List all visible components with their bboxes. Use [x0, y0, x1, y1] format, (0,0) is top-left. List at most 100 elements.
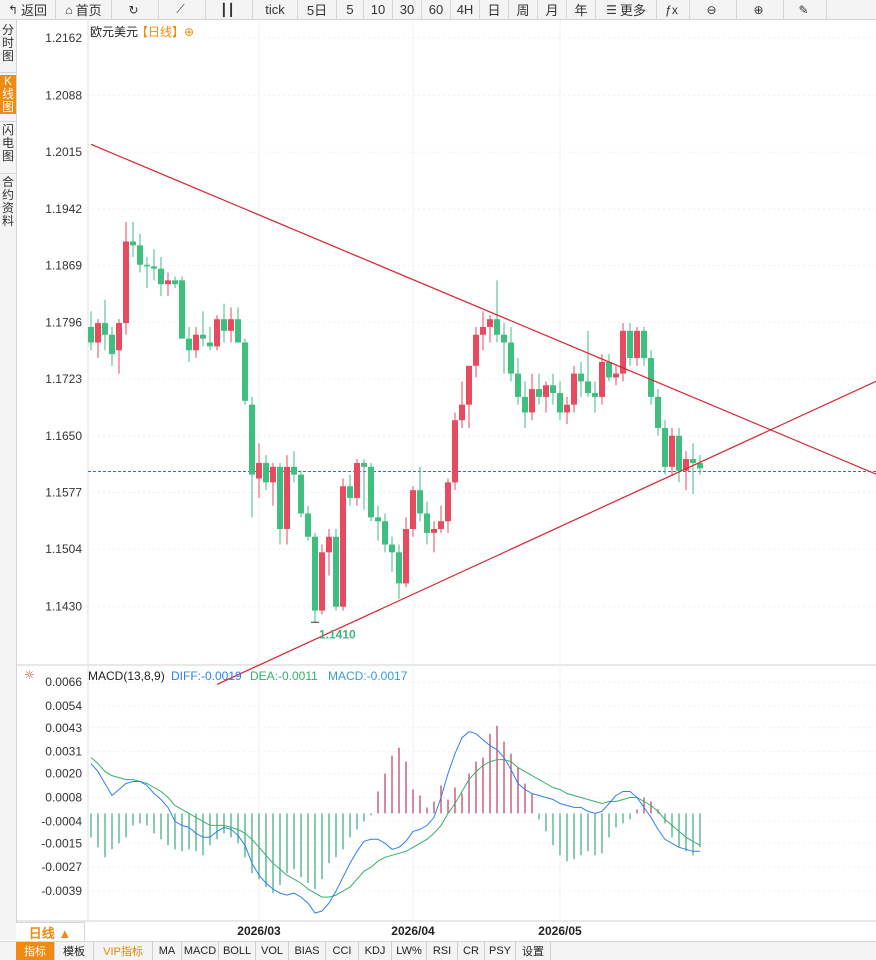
- candle-body: [424, 513, 430, 533]
- candle-body: [326, 536, 332, 553]
- indicator-tab-1[interactable]: 模板: [55, 942, 94, 960]
- indicator-tab-2[interactable]: VIP指标: [94, 942, 153, 960]
- candle-body: [417, 490, 423, 514]
- indicator-tab-13[interactable]: PSY: [485, 942, 516, 960]
- candle-body: [305, 513, 311, 537]
- function-icon: ƒx: [665, 2, 678, 17]
- candle-body: [445, 482, 451, 522]
- candle-body: [102, 323, 108, 335]
- toolbar-label: 月: [545, 3, 559, 18]
- dea-line: [90, 757, 701, 898]
- macd-tick-label: -0.0004: [41, 814, 82, 828]
- period-select-button[interactable]: 日线 ▲: [16, 922, 85, 942]
- toolbar-button-0[interactable]: ↰ 返回: [0, 0, 56, 19]
- indicator-tab-10[interactable]: LW%: [392, 942, 427, 960]
- candle-body: [578, 373, 584, 382]
- zoom-in-icon: ⊕: [753, 2, 764, 17]
- toolbar-label: 5: [346, 2, 354, 17]
- toolbar-button-1[interactable]: ⌂ 首页: [56, 0, 112, 19]
- indicator-tab-8[interactable]: CCI: [326, 942, 359, 960]
- toolbar-button-13[interactable]: 周: [509, 0, 538, 19]
- toolbar-button-7[interactable]: 5: [337, 0, 364, 19]
- refresh-button[interactable]: ↻: [112, 0, 159, 19]
- candle-body: [634, 330, 640, 359]
- indicator-tab-3[interactable]: MA: [153, 942, 182, 960]
- toolbar-button-5[interactable]: tick: [253, 0, 298, 19]
- candle-body: [193, 334, 199, 351]
- price-tick-label: 1.2015: [45, 145, 82, 159]
- sidebar-divider: [0, 72, 16, 73]
- indicator-tab-12[interactable]: CR: [458, 942, 485, 960]
- indicator-tab-4[interactable]: MACD: [182, 942, 219, 960]
- sidebar-tab-2[interactable]: 闪电图: [1, 123, 14, 163]
- indicator-tab-7[interactable]: BIAS: [289, 942, 326, 960]
- candle-body: [564, 404, 570, 413]
- toolbar-button-9[interactable]: 30: [393, 0, 422, 19]
- toolbar-button-16[interactable]: ☰ 更多: [596, 0, 657, 19]
- indicator-tab-11[interactable]: RSI: [427, 942, 458, 960]
- toolbar-button-11[interactable]: 4H: [451, 0, 480, 19]
- price-tick-label: 1.1723: [45, 372, 82, 386]
- price-tick-label: 1.1504: [45, 542, 82, 556]
- toolbar-label: 更多: [619, 3, 646, 18]
- zoom-out-button[interactable]: ⊖: [690, 0, 737, 19]
- draw-pen-icon: ✎: [798, 2, 809, 17]
- toolbar-label: 首页: [75, 3, 102, 18]
- line-chart-button[interactable]: ⟋: [159, 0, 206, 19]
- time-axis-label: 2026/04: [391, 924, 435, 938]
- indicator-tab-6[interactable]: VOL: [256, 942, 289, 960]
- sidebar-divider: [0, 173, 16, 174]
- period-tag: 【日线】: [136, 25, 184, 39]
- candle-body: [88, 326, 94, 343]
- toolbar-button-14[interactable]: 月: [538, 0, 567, 19]
- draw-pen-button[interactable]: ✎: [784, 0, 827, 19]
- sidebar-divider: [0, 121, 16, 122]
- price-tick-label: 1.1577: [45, 485, 82, 499]
- sidebar-tab-3[interactable]: 合约资料: [1, 175, 14, 228]
- candle-body: [249, 404, 255, 475]
- candle-body: [270, 466, 276, 483]
- candle-body: [550, 385, 556, 394]
- candle-body: [214, 319, 220, 347]
- sidebar-tab-0[interactable]: 分时图: [1, 23, 14, 63]
- macd-tick-label: 0.0043: [45, 721, 82, 735]
- macd-title: MACD(13,8,9): [88, 669, 165, 683]
- sidebar-tab-1[interactable]: K线图: [0, 74, 16, 114]
- toolbar-button-15[interactable]: 年: [567, 0, 596, 19]
- toolbar-button-6[interactable]: 5日: [298, 0, 337, 19]
- diff-line: [90, 731, 700, 914]
- candle-body: [452, 420, 458, 483]
- macd-tick-label: 0.0054: [45, 699, 82, 713]
- toolbar-button-12[interactable]: 日: [480, 0, 509, 19]
- candle-body: [403, 529, 409, 584]
- indicator-tab-14[interactable]: 设置: [516, 942, 551, 960]
- price-tick-label: 1.1869: [45, 259, 82, 273]
- candle-body: [179, 280, 185, 339]
- function-button[interactable]: ƒx: [657, 0, 690, 19]
- indicator-tab-5[interactable]: BOLL: [219, 942, 256, 960]
- candle-body: [242, 342, 248, 401]
- candle-body: [599, 361, 605, 397]
- candle-body: [123, 241, 129, 324]
- candlestick-button[interactable]: ┃┃: [206, 0, 253, 19]
- toolbar-button-10[interactable]: 60: [422, 0, 451, 19]
- macd-tick-label: -0.0015: [41, 836, 82, 850]
- candle-body: [396, 552, 402, 584]
- candle-body: [277, 466, 283, 530]
- candle-body: [375, 517, 381, 522]
- indicator-tab-9[interactable]: KDJ: [359, 942, 392, 960]
- low-price-label: 1.1410: [319, 627, 356, 641]
- price-tick-label: 1.1796: [45, 315, 82, 329]
- home-icon: ⌂: [65, 2, 73, 17]
- candle-body: [431, 529, 437, 533]
- candle-body: [389, 544, 395, 553]
- view-sidebar: 分时图 K线图闪电图合约资料: [0, 20, 17, 940]
- refresh-icon: ↻: [128, 2, 139, 17]
- candle-body: [648, 358, 654, 397]
- macd-diff-label: DIFF:-0.0019: [171, 669, 242, 683]
- zoom-in-button[interactable]: ⊕: [737, 0, 784, 19]
- zoom-out-icon: ⊖: [706, 2, 717, 17]
- toolbar-button-8[interactable]: 10: [364, 0, 393, 19]
- indicator-tab-0[interactable]: 指标: [16, 942, 55, 960]
